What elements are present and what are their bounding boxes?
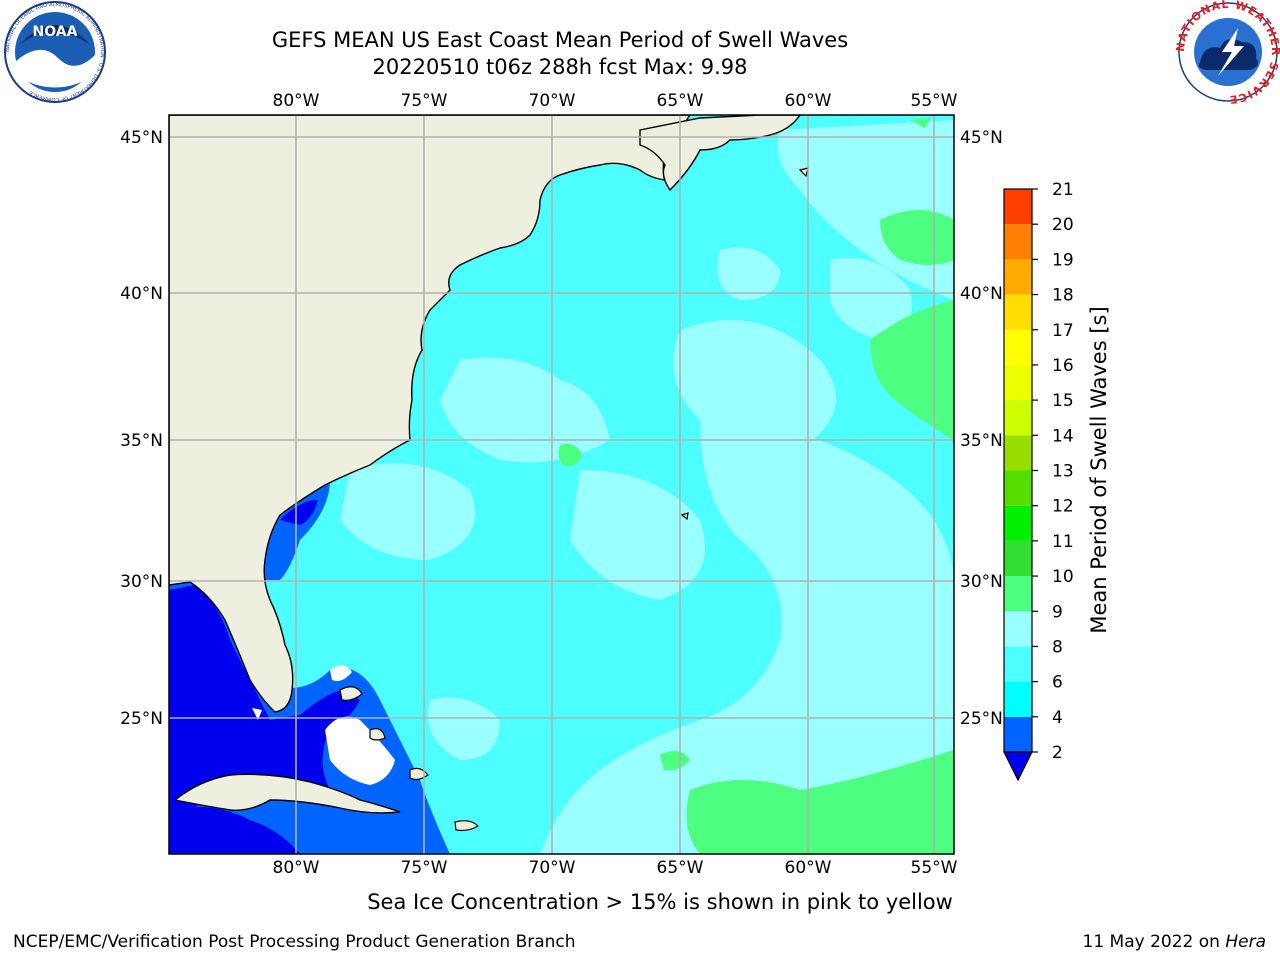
lon-label: 75°W xyxy=(401,91,448,111)
map-title: GEFS MEAN US East Coast Mean Period of S… xyxy=(271,28,849,52)
colorbar-tick-label: 21 xyxy=(1052,180,1074,200)
map-panel xyxy=(169,115,954,854)
colorbar-segment xyxy=(1004,224,1032,260)
colorbar-segment xyxy=(1004,400,1032,436)
sea-ice-note: Sea Ice Concentration > 15% is shown in … xyxy=(367,890,953,914)
colorbar-segment xyxy=(1004,470,1032,506)
contour-8-9s xyxy=(340,120,954,854)
colorbar-segment xyxy=(1004,364,1032,401)
colorbar: 2 4 6 8 9 10 11 12 13 14 15 16 17 18 19 20 21 xyxy=(1003,180,1074,782)
colorbar-tick-label: 18 xyxy=(1052,286,1074,306)
lon-labels-bottom: 80°W 75°W 70°W 65°W 60°W 55°W xyxy=(273,858,958,878)
lon-label: 70°W xyxy=(529,858,576,878)
colorbar-tick-label: 8 xyxy=(1052,637,1063,657)
colorbar-tick-label: 15 xyxy=(1052,391,1074,411)
lat-label: 25°N xyxy=(120,709,163,729)
colorbar-label: Mean Period of Swell Waves [s] xyxy=(1087,306,1111,633)
lat-labels-left: 45°N 40°N 35°N 30°N 25°N xyxy=(120,128,163,729)
graticule xyxy=(169,115,954,854)
colorbar-extend-triangle xyxy=(1003,751,1033,782)
colorbar-segment xyxy=(1004,681,1032,717)
contour-lt2s xyxy=(169,143,650,854)
colorbar-segment xyxy=(1004,294,1032,330)
colorbar-tick-label: 9 xyxy=(1052,602,1063,622)
lon-label: 60°W xyxy=(785,858,832,878)
lon-label: 70°W xyxy=(529,91,576,111)
map-frame xyxy=(168,114,955,855)
lat-labels-right: 45°N 40°N 35°N 30°N 25°N xyxy=(960,128,1003,729)
colorbar-tick-label: 11 xyxy=(1052,532,1074,552)
lat-label: 30°N xyxy=(120,572,163,592)
lon-label: 65°W xyxy=(657,858,704,878)
colorbar-segment xyxy=(1004,189,1032,225)
lat-label: 30°N xyxy=(960,572,1003,592)
lon-label: 75°W xyxy=(401,858,448,878)
colorbar-tick-label: 10 xyxy=(1052,567,1074,587)
lon-label: 60°W xyxy=(785,91,832,111)
colorbar-segment xyxy=(1004,716,1032,752)
lon-label: 65°W xyxy=(657,91,704,111)
colorbar-tick-label: 2 xyxy=(1052,743,1063,763)
lon-label: 55°W xyxy=(911,91,958,111)
colorbar-segment xyxy=(1004,576,1032,612)
lat-label: 45°N xyxy=(120,128,163,148)
machine-name: Hera xyxy=(1225,932,1266,952)
lon-label: 55°W xyxy=(911,858,958,878)
lat-label: 35°N xyxy=(120,431,163,451)
run-date: 11 May 2022 on Hera xyxy=(1082,932,1267,952)
svg-text:NOAA: NOAA xyxy=(33,24,78,40)
colorbar-segment xyxy=(1004,646,1032,682)
colorbar-tick-label: 20 xyxy=(1052,215,1074,235)
lat-label: 40°N xyxy=(960,284,1003,304)
colorbar-tick-label: 12 xyxy=(1052,497,1074,517)
colorbar-tick-label: 19 xyxy=(1052,250,1074,270)
colorbar-tick-label: 17 xyxy=(1052,321,1074,341)
nws-logo-icon: NATIONAL WEATHER SERVICE xyxy=(1174,0,1280,106)
colorbar-tick-label: 16 xyxy=(1052,356,1074,376)
lat-label: 40°N xyxy=(120,284,163,304)
noaa-logo-icon: NATIONAL OCEANIC AND ATMOSPHERIC ADMINIS… xyxy=(4,1,106,103)
colorbar-tick-label: 6 xyxy=(1052,673,1063,693)
map-subtitle: 20220510 t06z 288h fcst Max: 9.98 xyxy=(372,55,748,79)
lon-labels-top: 80°W 75°W 70°W 65°W 60°W 55°W xyxy=(273,91,958,111)
contour-9-10s xyxy=(558,118,954,854)
colorbar-tick-label: 4 xyxy=(1052,708,1063,728)
colorbar-segment xyxy=(1004,611,1032,647)
credit-text: NCEP/EMC/Verification Post Processing Pr… xyxy=(13,932,576,952)
colorbar-tick-label: 14 xyxy=(1052,426,1074,446)
lat-label: 25°N xyxy=(960,709,1003,729)
lat-label: 35°N xyxy=(960,431,1003,451)
lon-label: 80°W xyxy=(273,858,320,878)
lon-label: 80°W xyxy=(273,91,320,111)
colorbar-segment xyxy=(1004,259,1032,295)
colorbar-segment xyxy=(1004,505,1032,541)
lat-label: 45°N xyxy=(960,128,1003,148)
colorbar-segment xyxy=(1004,435,1032,471)
colorbar-tick-label: 13 xyxy=(1052,462,1074,482)
colorbar-segment xyxy=(1004,329,1032,365)
colorbar-segment xyxy=(1004,540,1032,577)
